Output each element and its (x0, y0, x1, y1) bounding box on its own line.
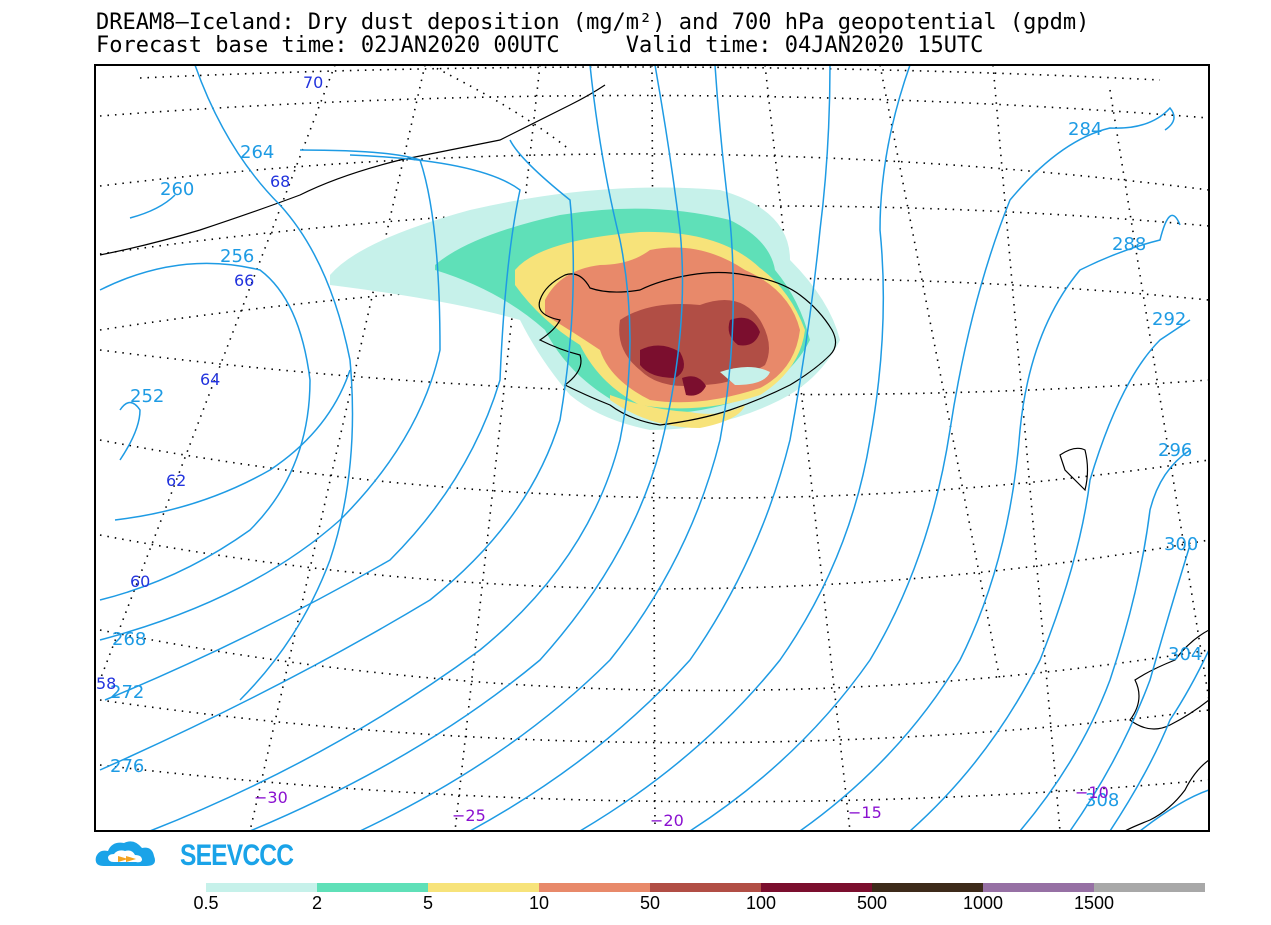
map-subtitle: Forecast base time: 02JAN2020 00UTC Vali… (96, 33, 984, 58)
lat-label: 58 (96, 674, 116, 693)
contour-label: 252 (130, 386, 164, 407)
map-background (95, 65, 1209, 831)
contour-label: 264 (240, 142, 274, 163)
lat-label: 70 (303, 73, 323, 92)
colorbar-label: 50 (639, 893, 661, 913)
contour-label: 272 (110, 682, 144, 703)
contour-label: 276 (110, 756, 144, 777)
colorbar-label: 1500 (1073, 893, 1115, 913)
seevccc-logo (95, 841, 155, 866)
coastlines (99, 84, 1209, 831)
lon-label: −10 (1075, 783, 1109, 802)
lat-label: 62 (166, 471, 186, 490)
longitude-labels: −30 −25 −20 −15 −10 (254, 783, 1109, 830)
contour-label: 308 (1085, 790, 1119, 811)
colorbar-label: 100 (745, 893, 777, 913)
contour-label: 256 (220, 246, 254, 267)
colorbar-segment (761, 883, 872, 892)
contour-label: 300 (1164, 534, 1198, 555)
contour-label: 292 (1152, 309, 1186, 330)
colorbar-segment (428, 883, 539, 892)
map-title: DREAM8—Iceland: Dry dust deposition (mg/… (96, 10, 1090, 35)
contour-label: 260 (160, 179, 194, 200)
lon-label: −20 (650, 811, 684, 830)
map-frame (94, 64, 1210, 832)
contour-label: 304 (1168, 644, 1202, 665)
lat-label: 68 (270, 172, 290, 191)
contour-label: 268 (112, 629, 146, 650)
colorbar-segment (206, 883, 317, 892)
colorbar-label: 10 (528, 893, 550, 913)
latitude-labels: 70 68 66 64 62 60 58 (96, 73, 323, 693)
colorbar-segment (539, 883, 650, 892)
lon-label: −30 (254, 788, 288, 807)
contour-label: 296 (1158, 440, 1192, 461)
latitude-gridlines (99, 66, 1209, 803)
colorbar-segment (1094, 883, 1205, 892)
lon-label: −15 (848, 803, 882, 822)
colorbar-segment (872, 883, 983, 892)
colorbar-label: 5 (422, 893, 434, 913)
colorbar-segment (317, 883, 428, 892)
contour-label: 288 (1112, 234, 1146, 255)
lon-label: −25 (452, 806, 486, 825)
geopotential-contours (99, 65, 1209, 831)
colorbar-segment (650, 883, 761, 892)
colorbar-segment (983, 883, 1094, 892)
colorbar-label: 0.5 (193, 893, 219, 913)
lat-label: 60 (130, 572, 150, 591)
lat-label: 66 (234, 271, 254, 290)
colorbar-label: 1000 (962, 893, 1004, 913)
geopotential-labels: 252 256 260 264 268 272 276 284 288 292 … (110, 119, 1202, 811)
lat-label: 64 (200, 370, 220, 389)
colorbar-label: 500 (856, 893, 888, 913)
contour-label: 284 (1068, 119, 1102, 140)
colorbar-label: 2 (311, 893, 323, 913)
seevccc-logo-text: SEEVCCC (180, 839, 294, 872)
